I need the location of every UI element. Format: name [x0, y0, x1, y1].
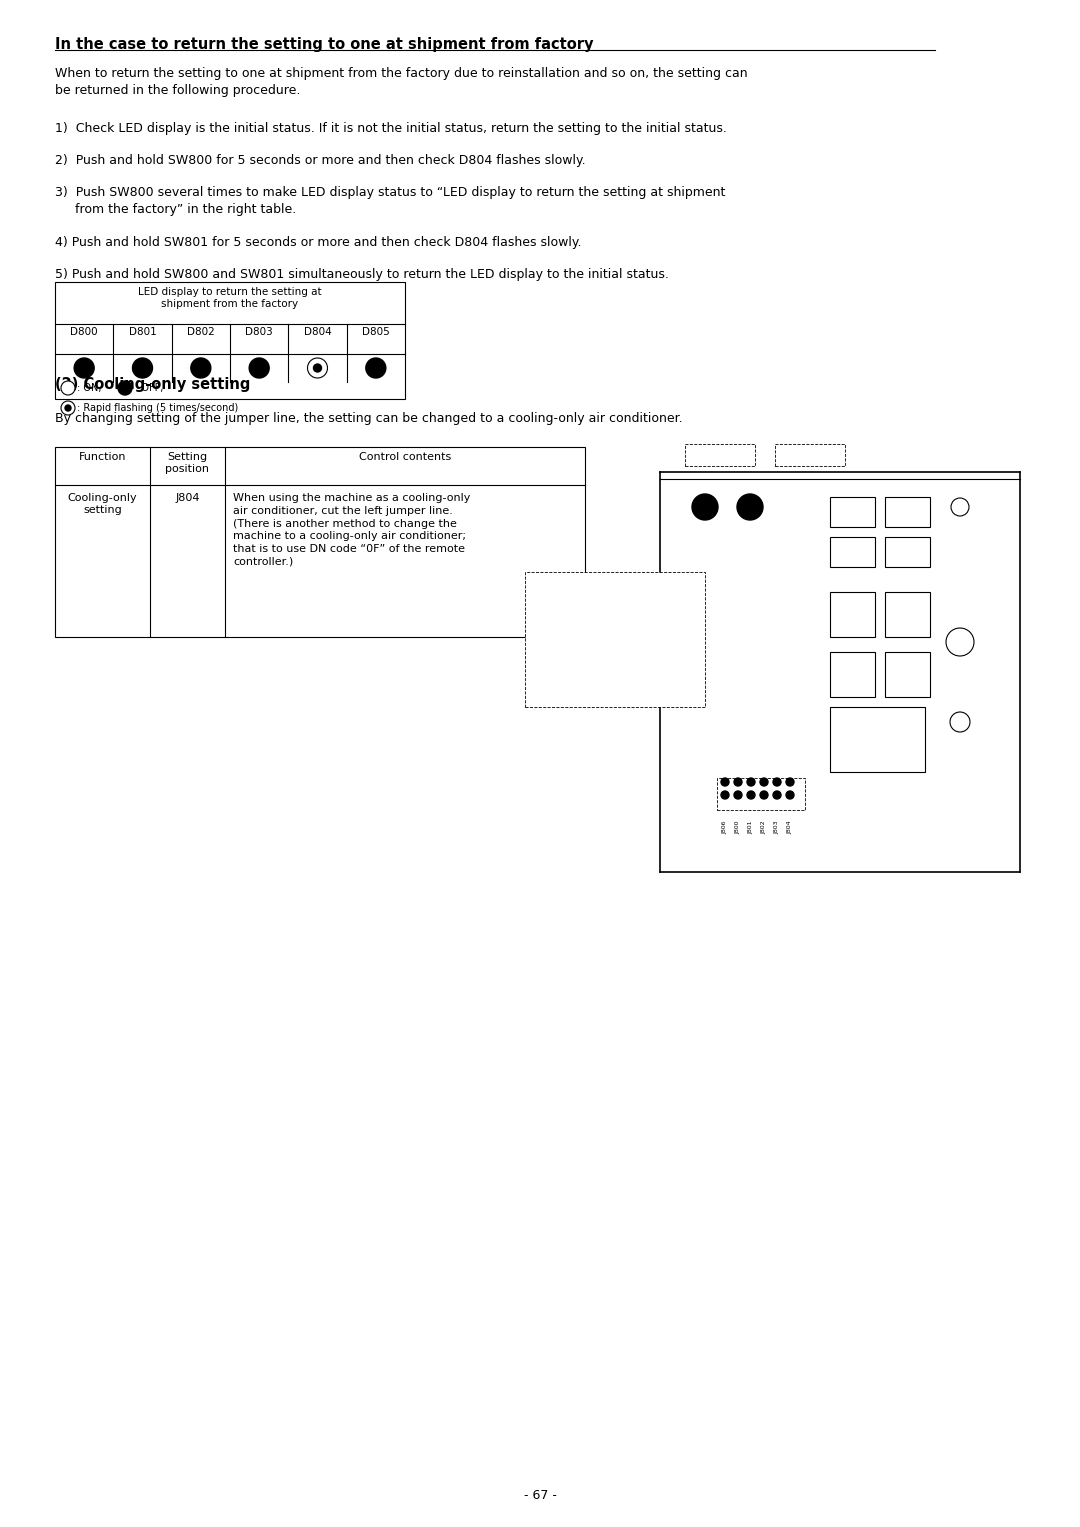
- Text: D805: D805: [362, 327, 390, 337]
- Text: In the case to return the setting to one at shipment from factory: In the case to return the setting to one…: [55, 37, 594, 52]
- Text: 5) Push and hold SW800 and SW801 simultaneously to return the LED display to the: 5) Push and hold SW800 and SW801 simulta…: [55, 269, 669, 281]
- Text: J802: J802: [761, 820, 767, 834]
- Text: D800 (Yellow LED): D800 (Yellow LED): [530, 582, 606, 591]
- Text: : Rapid flashing (5 times/second): : Rapid flashing (5 times/second): [77, 403, 239, 412]
- Bar: [685, 444, 755, 466]
- Text: SW800: SW800: [704, 444, 735, 454]
- Text: (2) Cooling-only setting: (2) Cooling-only setting: [55, 377, 251, 392]
- Bar: [717, 777, 805, 809]
- Text: J803: J803: [774, 820, 780, 834]
- Text: J800: J800: [735, 820, 741, 834]
- Text: D802 (Yellow LED): D802 (Yellow LED): [530, 623, 606, 632]
- Circle shape: [191, 357, 211, 379]
- Text: Setting
position: Setting position: [165, 452, 210, 475]
- Circle shape: [308, 357, 327, 379]
- Circle shape: [692, 495, 718, 521]
- Circle shape: [366, 357, 386, 379]
- Text: : ON,: : ON,: [77, 383, 102, 392]
- Circle shape: [60, 402, 75, 415]
- Circle shape: [133, 357, 152, 379]
- Text: Control contents: Control contents: [359, 452, 451, 463]
- Text: By changing setting of the jumper line, the setting can be changed to a cooling-: By changing setting of the jumper line, …: [55, 412, 683, 425]
- Text: SW801: SW801: [794, 444, 826, 454]
- Text: D805 (Green LED): D805 (Green LED): [530, 686, 606, 695]
- Text: J804: J804: [787, 820, 793, 834]
- Circle shape: [737, 495, 762, 521]
- Text: 2)  Push and hold SW800 for 5 seconds or more and then check D804 flashes slowly: 2) Push and hold SW800 for 5 seconds or …: [55, 154, 585, 166]
- Circle shape: [747, 791, 755, 799]
- Circle shape: [760, 777, 768, 786]
- Text: J804: J804: [175, 493, 200, 502]
- Text: D803 (Yellow LED): D803 (Yellow LED): [530, 644, 607, 654]
- Text: When using the machine as a cooling-only
air conditioner, cut the left jumper li: When using the machine as a cooling-only…: [233, 493, 471, 567]
- Circle shape: [734, 791, 742, 799]
- Circle shape: [950, 712, 970, 731]
- Circle shape: [786, 791, 794, 799]
- Text: J806: J806: [723, 820, 728, 834]
- Text: D803: D803: [245, 327, 273, 337]
- Text: 4) Push and hold SW801 for 5 seconds or more and then check D804 flashes slowly.: 4) Push and hold SW801 for 5 seconds or …: [55, 237, 581, 249]
- Text: 3)  Push SW800 several times to make LED display status to “LED display to retur: 3) Push SW800 several times to make LED …: [55, 186, 726, 215]
- Circle shape: [249, 357, 269, 379]
- Bar: [831, 538, 875, 567]
- Bar: [885, 652, 930, 696]
- Bar: [55, 282, 405, 399]
- Bar: [885, 496, 930, 527]
- Circle shape: [946, 628, 974, 657]
- Text: Cooling-only
setting: Cooling-only setting: [68, 493, 137, 516]
- Text: D800: D800: [70, 327, 98, 337]
- Circle shape: [747, 777, 755, 786]
- Text: D804 (Yellow LED): D804 (Yellow LED): [530, 666, 606, 673]
- Circle shape: [60, 382, 75, 395]
- Text: When to return the setting to one at shipment from the factory due to reinstalla: When to return the setting to one at shi…: [55, 67, 747, 98]
- Text: J801: J801: [748, 820, 754, 834]
- Text: 1)  Check LED display is the initial status. If it is not the initial status, re: 1) Check LED display is the initial stat…: [55, 122, 727, 134]
- Bar: [831, 707, 924, 773]
- Text: D802: D802: [187, 327, 215, 337]
- Text: LED display to return the setting at
shipment from the factory: LED display to return the setting at shi…: [138, 287, 322, 310]
- Circle shape: [951, 498, 969, 516]
- Circle shape: [786, 777, 794, 786]
- Text: : OFF,: : OFF,: [135, 383, 163, 392]
- Text: D804: D804: [303, 327, 332, 337]
- Circle shape: [721, 777, 729, 786]
- Bar: [831, 592, 875, 637]
- Circle shape: [118, 382, 132, 395]
- Bar: [885, 592, 930, 637]
- Bar: [831, 496, 875, 527]
- Circle shape: [760, 791, 768, 799]
- Text: - 67 -: - 67 -: [524, 1489, 556, 1503]
- Circle shape: [313, 363, 322, 373]
- Text: D801 (Yellow LED): D801 (Yellow LED): [530, 603, 606, 612]
- Bar: [775, 444, 845, 466]
- Circle shape: [65, 405, 71, 411]
- Bar: [525, 573, 705, 707]
- Circle shape: [734, 777, 742, 786]
- Bar: [831, 652, 875, 696]
- Circle shape: [75, 357, 94, 379]
- Circle shape: [773, 777, 781, 786]
- Text: Function: Function: [79, 452, 126, 463]
- Bar: [55, 447, 585, 637]
- Bar: [885, 538, 930, 567]
- Circle shape: [721, 791, 729, 799]
- Text: D801: D801: [129, 327, 157, 337]
- Circle shape: [773, 791, 781, 799]
